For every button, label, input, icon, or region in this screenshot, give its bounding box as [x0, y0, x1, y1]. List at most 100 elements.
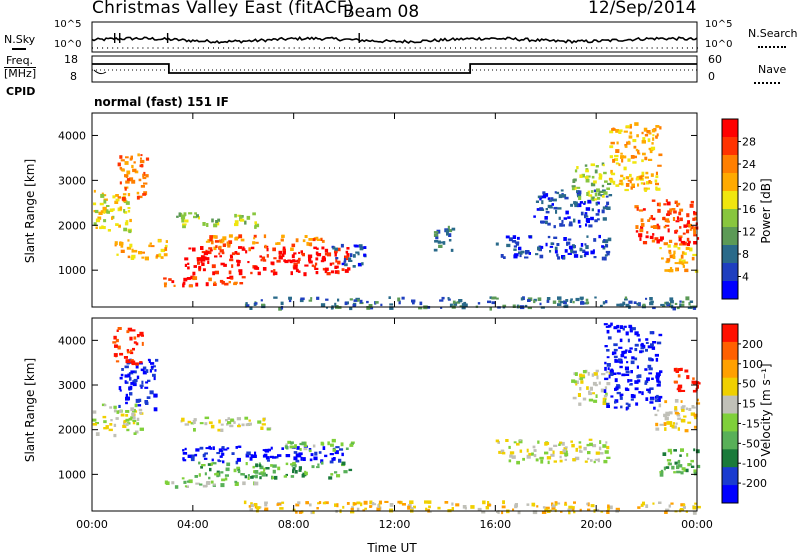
power-cell	[514, 253, 519, 257]
velocity-cell	[559, 441, 563, 444]
velocity-cell	[371, 502, 375, 506]
velocity-cell	[384, 500, 389, 503]
velocity-cell	[655, 427, 660, 431]
power-cell	[557, 303, 562, 306]
power-cell	[131, 164, 134, 169]
power-cell	[313, 246, 317, 250]
power-region-5	[117, 153, 150, 203]
power-cell	[344, 263, 348, 267]
power-cell	[641, 140, 646, 144]
power-cell	[326, 272, 331, 276]
power-region-8	[433, 225, 456, 252]
power-cell	[196, 257, 200, 262]
velocity-ytick-label-1: 2000	[58, 424, 86, 437]
velocity-cell	[413, 505, 416, 509]
velocity-cell	[144, 386, 149, 389]
velocity-cell	[620, 393, 624, 396]
velocity-cell	[657, 374, 660, 378]
power-cell	[288, 299, 292, 303]
velocity-cell	[141, 341, 144, 346]
power-cell	[439, 299, 444, 302]
power-cell	[513, 245, 517, 248]
velocity-cell	[144, 400, 148, 404]
power-cell	[412, 301, 415, 305]
power-cell	[579, 174, 583, 178]
power-cell	[643, 182, 646, 185]
power-cell	[183, 277, 188, 282]
velocity-cell	[669, 424, 673, 427]
power-cell	[183, 212, 187, 216]
power-cell	[273, 271, 278, 276]
power-cell	[194, 276, 198, 280]
power-cell	[126, 170, 131, 175]
velocity-cell	[103, 404, 107, 407]
power-cell	[548, 199, 553, 202]
velocity-cell	[502, 500, 505, 505]
velocity-cell	[664, 427, 667, 431]
velocity-cell	[136, 422, 140, 426]
velocity-cell	[582, 370, 587, 374]
power-cell	[573, 254, 579, 258]
power-cell	[666, 258, 671, 262]
velocity-cell	[613, 343, 618, 347]
power-cell	[217, 218, 221, 222]
velocity-region-9	[495, 438, 611, 465]
velocity-cell	[129, 336, 133, 341]
velocity-cell	[602, 397, 605, 402]
power-cell	[592, 196, 595, 200]
velocity-cell	[676, 413, 681, 417]
power-cell	[273, 269, 276, 272]
velocity-cell	[245, 453, 250, 458]
power-cell	[554, 246, 558, 251]
power-colorbar-label-3: 16	[742, 203, 756, 216]
velocity-cell	[688, 407, 692, 411]
power-cell	[671, 208, 676, 211]
power-cell	[144, 256, 149, 261]
power-cell	[192, 276, 196, 281]
power-cell	[270, 270, 273, 273]
velocity-cell	[295, 510, 298, 514]
power-cell	[553, 225, 556, 229]
velocity-cell	[498, 450, 503, 454]
velocity-cell	[673, 471, 676, 474]
velocity-cell	[634, 387, 639, 391]
power-cell	[694, 226, 699, 230]
power-cell	[558, 300, 562, 303]
velocity-cell	[603, 394, 608, 398]
power-cell	[552, 300, 557, 304]
velocity-region-3	[164, 476, 259, 489]
power-cell	[525, 250, 530, 254]
power-cell	[638, 209, 644, 212]
power-cell	[302, 252, 305, 257]
power-cell	[352, 265, 356, 268]
velocity-cell	[680, 389, 686, 392]
power-cell	[632, 139, 637, 143]
velocity-cell	[648, 372, 653, 375]
power-cell	[234, 220, 239, 224]
power-cell	[226, 277, 230, 279]
power-cell	[669, 297, 674, 301]
power-cell	[343, 258, 347, 262]
power-cell	[440, 306, 443, 309]
velocity-cell	[250, 504, 254, 508]
velocity-cell	[220, 428, 224, 432]
power-cell	[673, 210, 677, 214]
power-cell	[527, 306, 532, 310]
power-cell	[314, 267, 319, 270]
velocity-cell	[546, 456, 552, 460]
power-cell	[642, 152, 646, 156]
power-cell	[681, 251, 685, 255]
power-cell	[667, 228, 670, 233]
power-cell	[248, 247, 251, 252]
power-cell	[495, 242, 499, 246]
power-cell	[277, 242, 281, 245]
power-cell	[262, 259, 267, 262]
velocity-cell	[266, 459, 270, 462]
velocity-cell	[660, 469, 664, 474]
power-cell	[168, 278, 172, 281]
power-cell	[547, 222, 551, 226]
velocity-cell	[124, 365, 129, 369]
velocity-cell	[550, 453, 555, 457]
velocity-cell	[233, 421, 236, 424]
nsky-legend-line	[12, 48, 26, 50]
